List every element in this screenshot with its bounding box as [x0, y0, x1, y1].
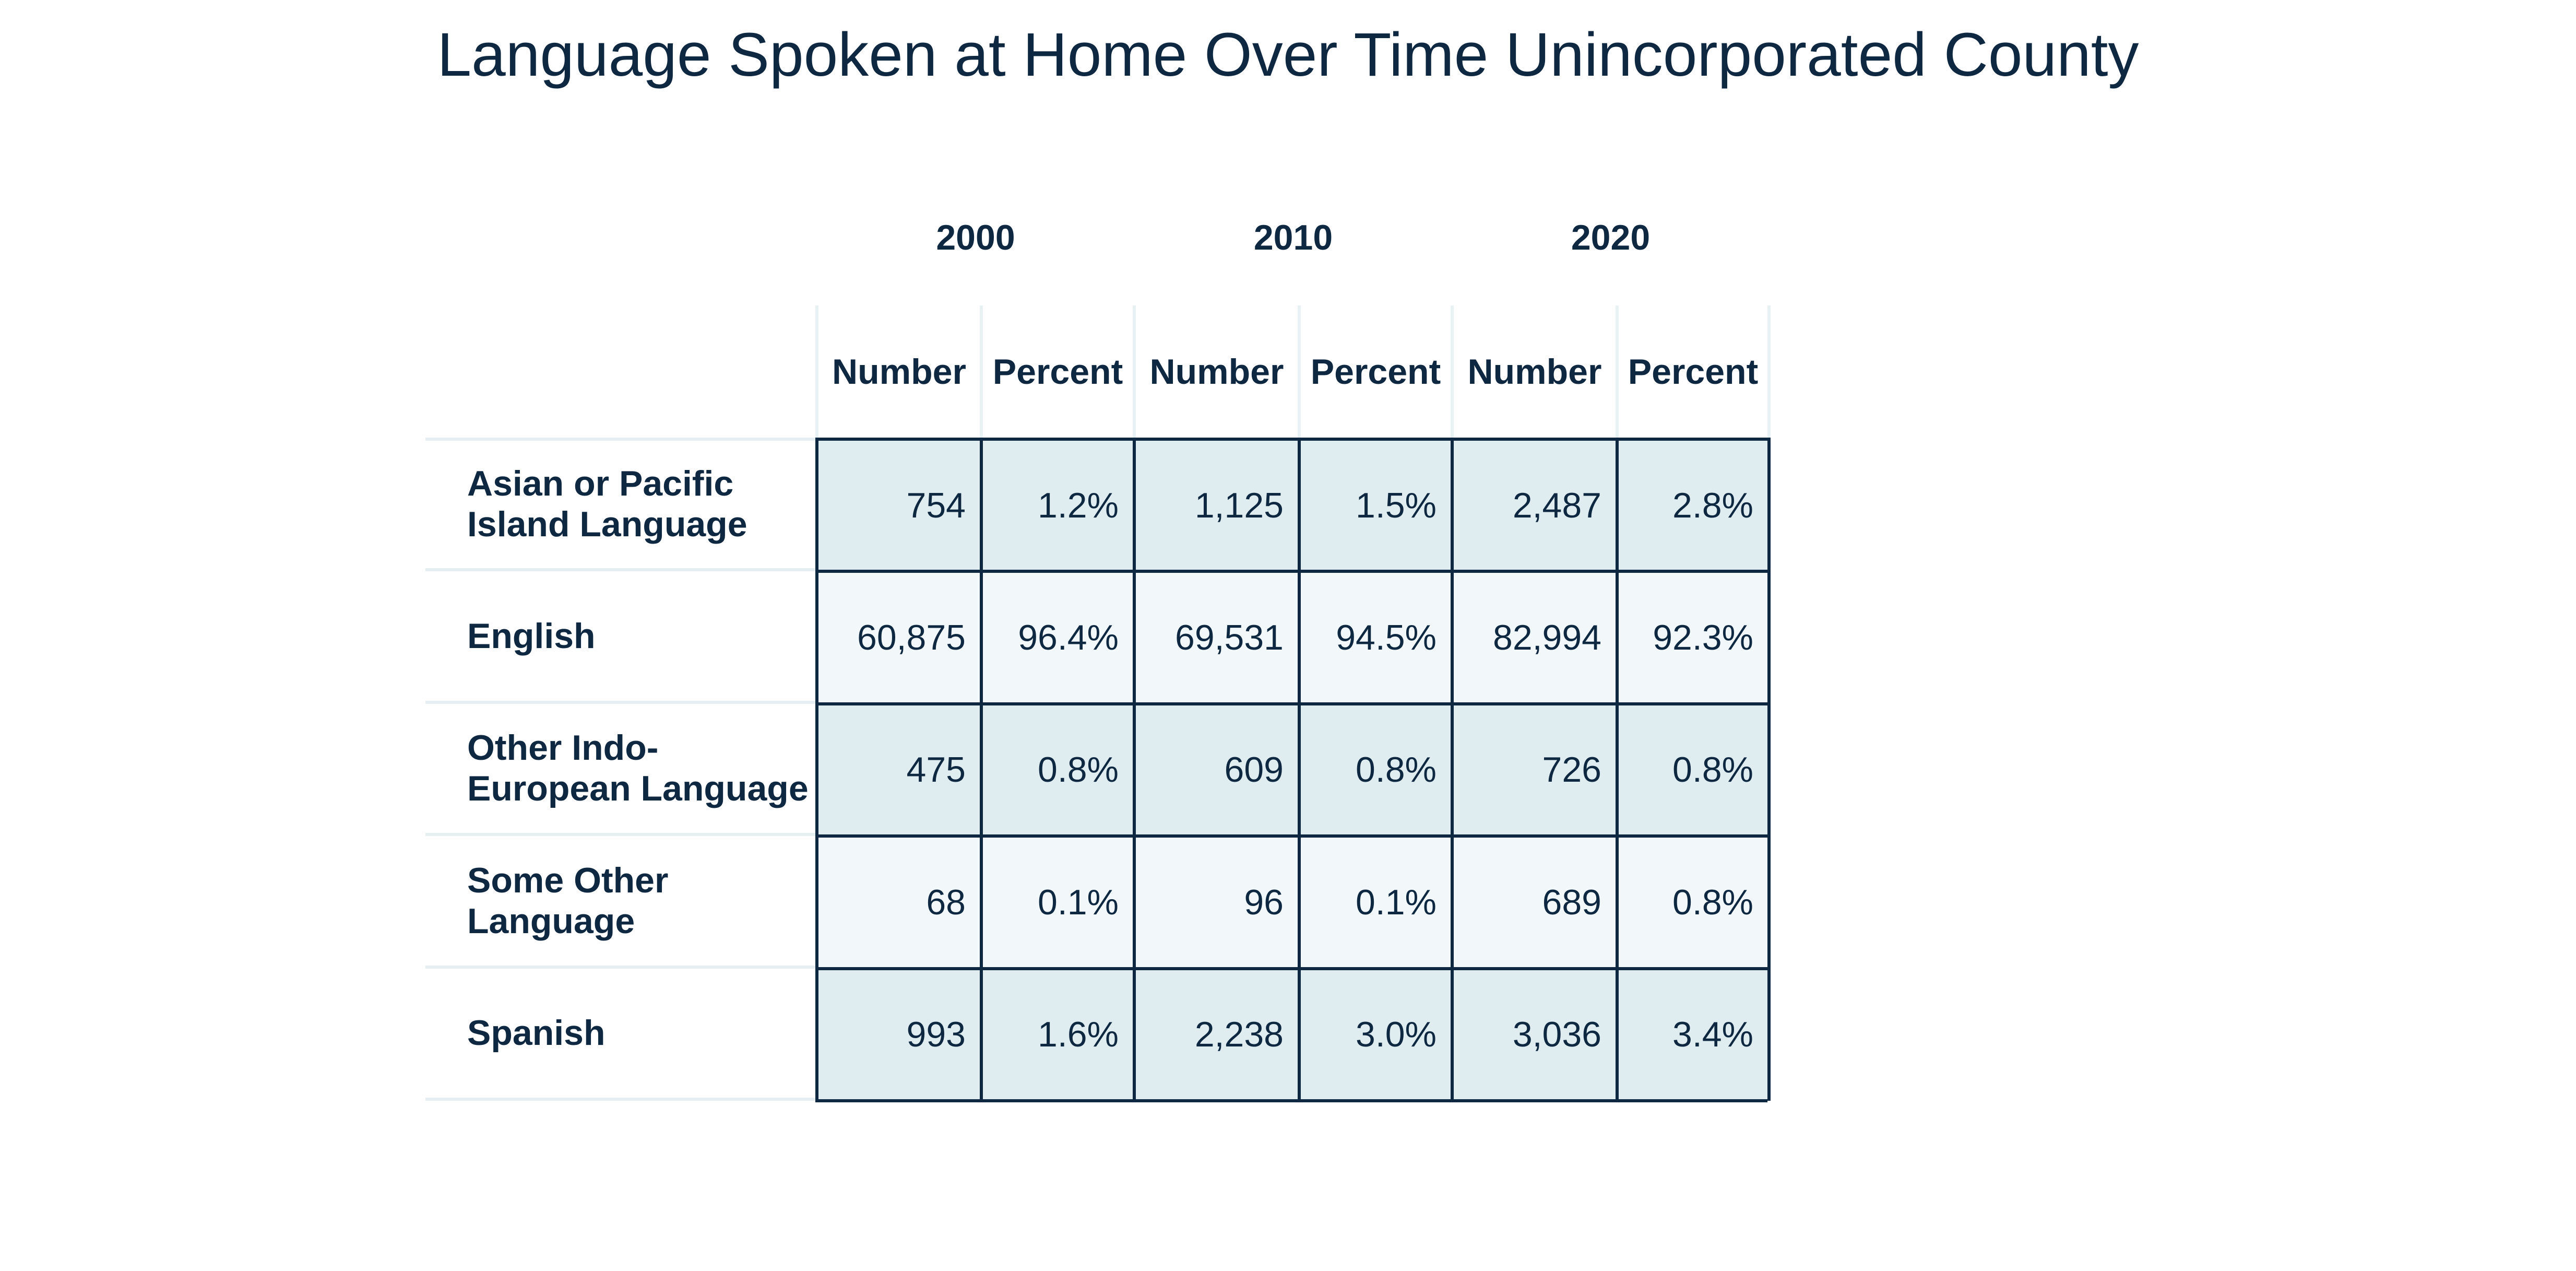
table-cell: 96.4% — [981, 571, 1134, 704]
grid-line-horizontal — [815, 438, 1767, 441]
table-cell: 92.3% — [1617, 571, 1769, 704]
row-label: English — [425, 571, 817, 704]
header-separator — [815, 305, 818, 439]
table-cell: 96 — [1134, 836, 1299, 969]
table-cell: 94.5% — [1299, 571, 1452, 704]
grid-line-vertical — [1451, 438, 1454, 1101]
table-cell: 60,875 — [817, 571, 981, 704]
table-cell: 1.2% — [981, 439, 1134, 572]
header-separator — [1133, 305, 1136, 439]
table-cell: 1.6% — [981, 968, 1134, 1101]
table-cell: 1,125 — [1134, 439, 1299, 572]
row-label-line: Other Indo- — [467, 728, 659, 768]
row-label-line: Some Other — [467, 860, 669, 900]
table-cell: 993 — [817, 968, 981, 1101]
year-header: 2010 — [1253, 218, 1333, 257]
column-header: Number — [1149, 352, 1284, 392]
grid-line-horizontal — [815, 834, 1767, 838]
grid-line-horizontal — [815, 1099, 1767, 1102]
table-cell: 0.1% — [981, 836, 1134, 969]
table-cell: 3.0% — [1299, 968, 1452, 1101]
column-header: Percent — [1628, 352, 1759, 392]
table-cell: 3,036 — [1452, 968, 1617, 1101]
header-separator — [1451, 305, 1454, 439]
page-title: Language Spoken at Home Over Time Uninco… — [437, 20, 2139, 89]
row-label: Other Indo- European Language — [425, 704, 817, 837]
row-label-line: European Language — [467, 769, 809, 809]
row-label-line: Language — [467, 901, 635, 941]
table-cell: 2.8% — [1617, 439, 1769, 572]
year-header: 2020 — [1571, 218, 1651, 257]
header-separator — [1767, 305, 1771, 439]
table-cell: 475 — [817, 703, 981, 837]
grid-line-vertical — [815, 438, 818, 1101]
header-separator — [1616, 305, 1619, 439]
grid-line-horizontal — [815, 570, 1767, 573]
grid-line-horizontal — [815, 702, 1767, 705]
table-cell: 82,994 — [1452, 571, 1617, 704]
row-label: Spanish — [425, 969, 817, 1101]
table-cell: 0.8% — [1299, 703, 1452, 837]
table-cell: 754 — [817, 439, 981, 572]
table-cell: 69,531 — [1134, 571, 1299, 704]
table-cell: 689 — [1452, 836, 1617, 969]
row-label-line: Spanish — [467, 1013, 606, 1053]
row-label-line: Asian or Pacific — [467, 463, 734, 503]
column-header: Number — [1467, 352, 1602, 392]
table-cell: 0.8% — [1617, 703, 1769, 837]
table-cell: 3.4% — [1617, 968, 1769, 1101]
label-column-top-rule — [425, 438, 817, 441]
row-label: Asian or Pacific Island Language — [425, 439, 817, 572]
row-label-line: English — [467, 616, 596, 656]
table-cell: 0.8% — [981, 703, 1134, 837]
grid-line-vertical — [1298, 438, 1301, 1101]
column-header: Percent — [992, 352, 1123, 392]
table-cell: 726 — [1452, 703, 1617, 837]
header-separator — [980, 305, 983, 439]
table-cell: 1.5% — [1299, 439, 1452, 572]
column-header: Percent — [1310, 352, 1441, 392]
header-separator — [1298, 305, 1301, 439]
grid-line-vertical — [1133, 438, 1136, 1101]
row-label: Some Other Language — [425, 836, 817, 969]
grid-line-vertical — [1616, 438, 1619, 1101]
table-cell: 0.1% — [1299, 836, 1452, 969]
table-cell: 2,238 — [1134, 968, 1299, 1101]
column-header: Number — [832, 352, 966, 392]
grid-line-vertical — [980, 438, 983, 1101]
table-cell: 2,487 — [1452, 439, 1617, 572]
grid-line-horizontal — [815, 967, 1767, 970]
table-cell: 609 — [1134, 703, 1299, 837]
table-cell: 68 — [817, 836, 981, 969]
table-cell: 0.8% — [1617, 836, 1769, 969]
grid-line-vertical — [1767, 438, 1771, 1101]
row-label-line: Island Language — [467, 504, 747, 544]
year-header: 2000 — [936, 218, 1015, 257]
